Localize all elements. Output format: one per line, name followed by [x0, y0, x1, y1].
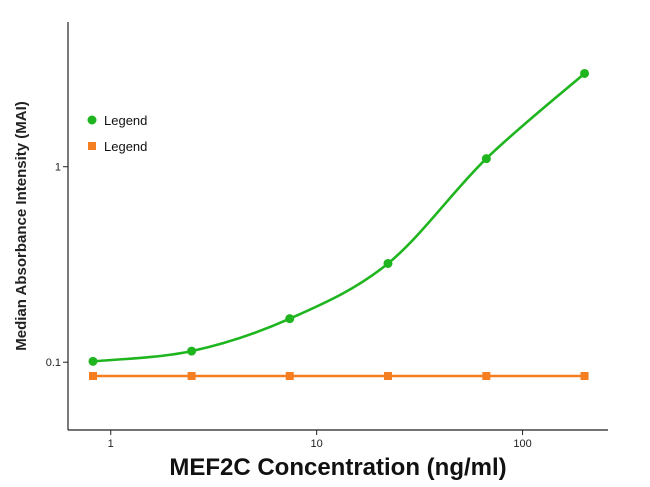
legend-label-1: Legend	[104, 113, 147, 128]
x-tick-label: 100	[513, 438, 531, 450]
series-1-line	[91, 72, 586, 363]
series-1-point	[580, 68, 590, 78]
y-axis-label: Median Absorbance Intensity (MAI)	[13, 101, 30, 350]
legend-marker-1	[87, 115, 97, 125]
series-2-point	[383, 372, 392, 381]
series-layer	[88, 68, 590, 381]
series-2-point	[89, 372, 98, 381]
series-1-point	[187, 346, 197, 356]
series-1-point	[383, 258, 393, 268]
series-1-point	[285, 314, 295, 324]
series-1-point	[481, 154, 491, 164]
legend: Legend Legend	[87, 113, 147, 154]
y-axis-ticks: 0.11	[46, 162, 68, 369]
series-2-point	[285, 372, 294, 381]
y-tick-label: 1	[55, 162, 61, 174]
x-axis-ticks: 1 10 100	[108, 430, 532, 450]
series-2-point	[580, 372, 589, 381]
legend-marker-2	[88, 142, 96, 150]
series-2-point	[187, 372, 196, 381]
y-tick-label: 0.1	[46, 357, 61, 369]
x-tick-label: 10	[311, 438, 323, 450]
series-2-point	[482, 372, 491, 381]
x-tick-label: 1	[108, 438, 114, 450]
x-axis-label: MEF2C Concentration (ng/ml)	[169, 454, 506, 481]
series-1-point	[88, 356, 98, 366]
legend-label-2: Legend	[104, 139, 147, 154]
